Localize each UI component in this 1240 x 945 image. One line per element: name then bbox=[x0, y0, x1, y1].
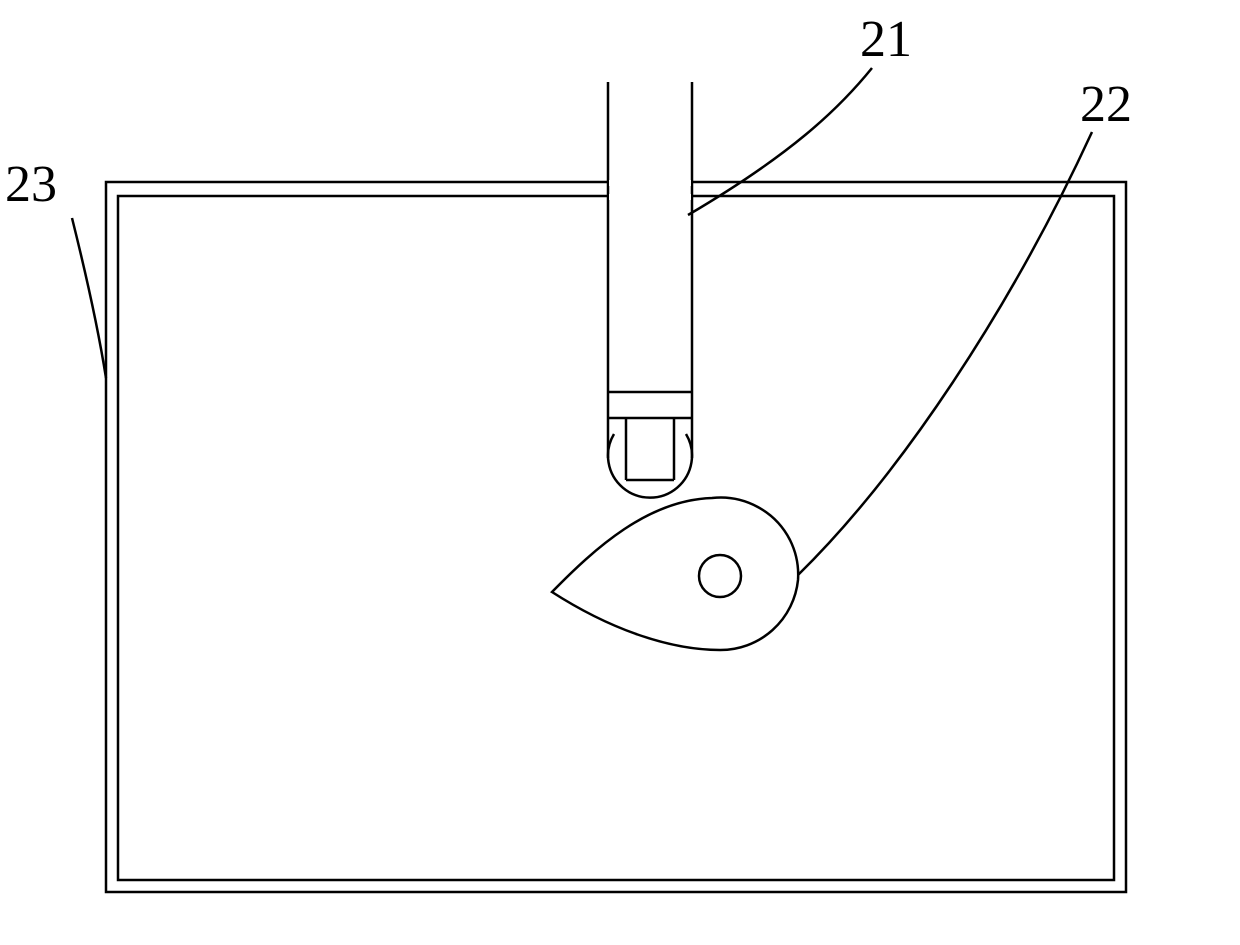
leader-22 bbox=[798, 132, 1092, 575]
leader-21 bbox=[688, 68, 872, 215]
frame-break-outer bbox=[609, 180, 691, 186]
cam-outline bbox=[552, 498, 798, 650]
cam-pivot-hole bbox=[699, 555, 741, 597]
follower-circle bbox=[608, 434, 692, 498]
inner-frame bbox=[118, 196, 1114, 880]
frame-break-inner bbox=[609, 194, 691, 200]
label-22: 22 bbox=[1080, 75, 1132, 134]
label-23: 23 bbox=[5, 155, 57, 214]
drawing-group bbox=[72, 68, 1126, 892]
leader-23 bbox=[72, 218, 106, 378]
diagram-svg bbox=[0, 0, 1240, 945]
label-21: 21 bbox=[860, 10, 912, 69]
outer-frame bbox=[106, 182, 1126, 892]
